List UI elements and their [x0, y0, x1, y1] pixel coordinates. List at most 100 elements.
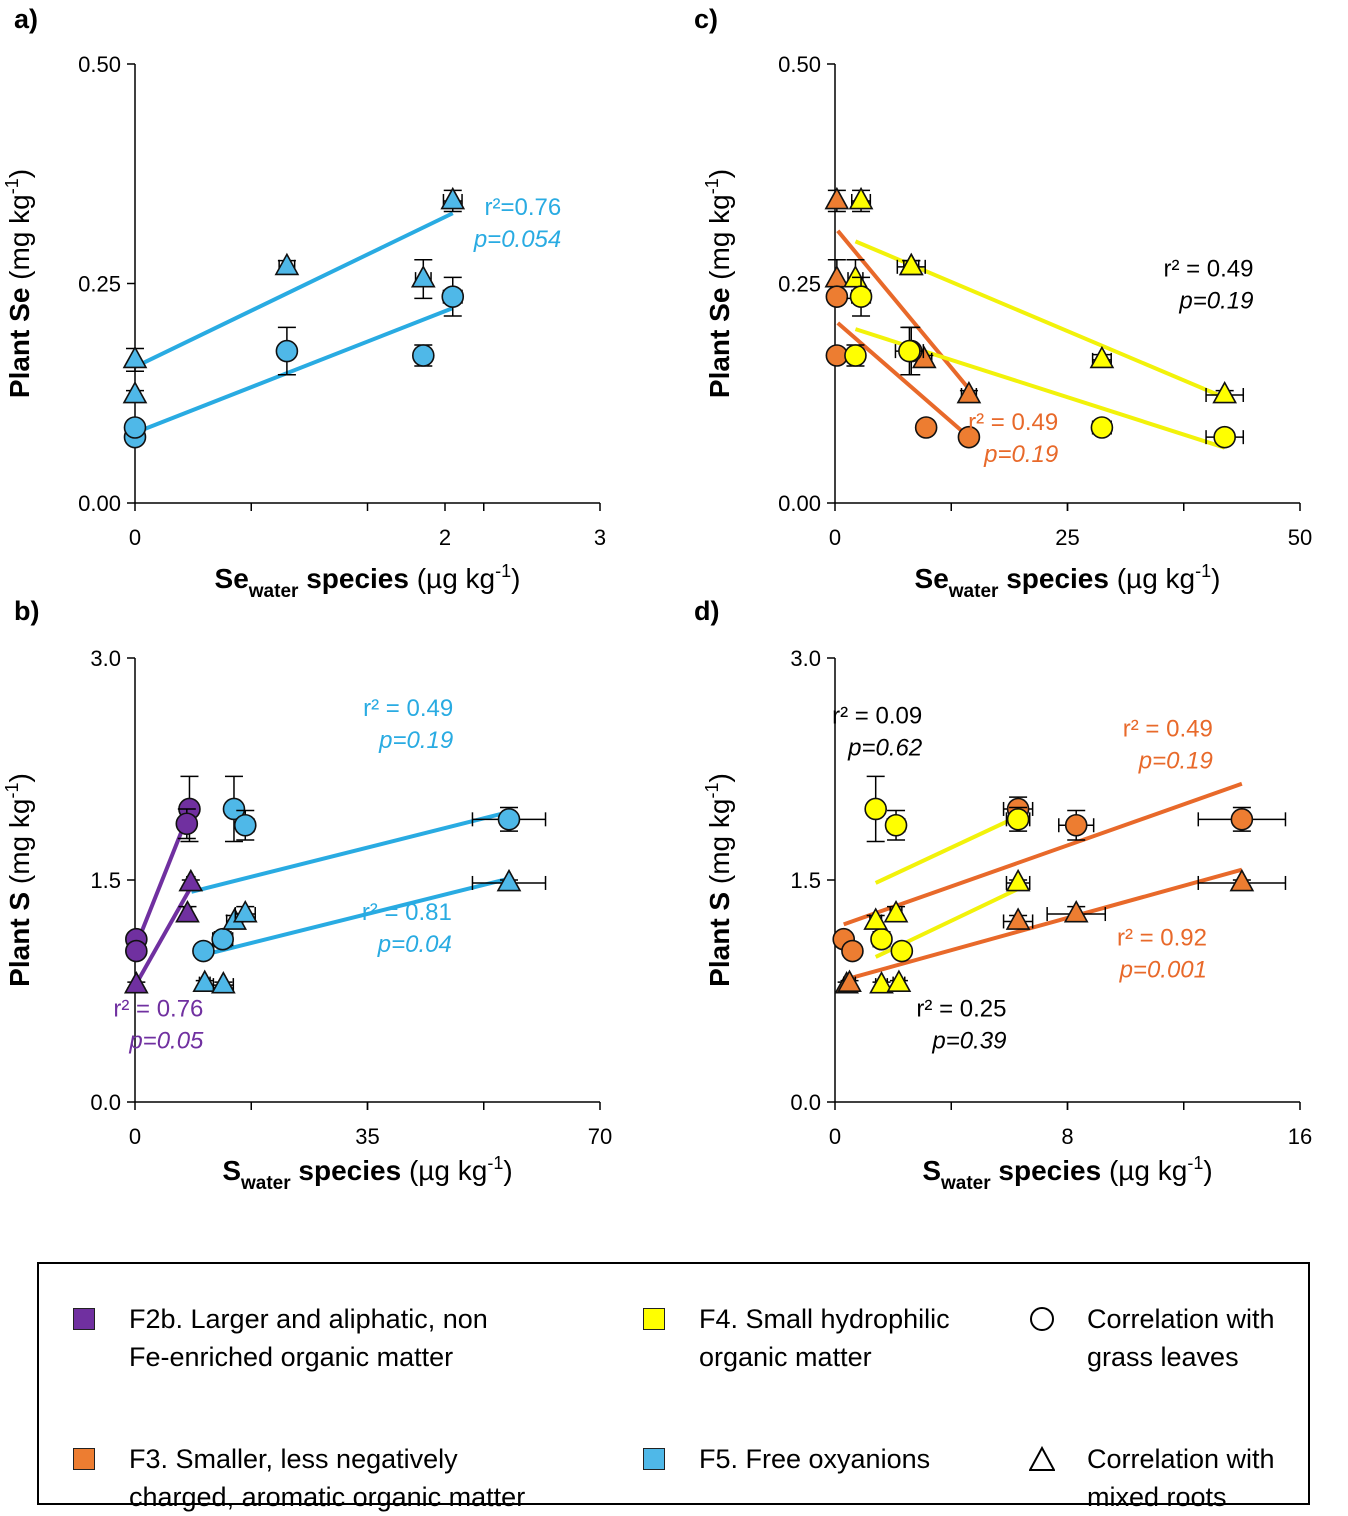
x-axis-title-space — [401, 1155, 409, 1186]
x-tick-label: 0 — [129, 525, 141, 550]
x-axis-title-sub: water — [248, 581, 299, 602]
x-axis-title-sub: water — [940, 1173, 991, 1194]
data-point-group — [274, 252, 300, 276]
data-point-triangle — [848, 186, 874, 210]
data-point-group — [175, 899, 200, 923]
regression-line — [134, 886, 193, 985]
x-axis-title-space — [1101, 1155, 1109, 1186]
data-point-group — [863, 907, 889, 930]
x-tick-label: 8 — [1061, 1124, 1073, 1149]
data-point-group — [890, 939, 914, 963]
data-point-group — [1046, 899, 1107, 923]
data-point-triangle — [824, 186, 850, 210]
data-point-group — [864, 775, 887, 843]
data-point-circle — [864, 797, 887, 821]
y-axis-title-close: ) — [4, 773, 35, 782]
data-point-group — [233, 809, 257, 841]
p-value-label: p=0.19 — [983, 441, 1058, 468]
y-axis-title-main: Plant Se — [4, 288, 35, 398]
data-point-group — [275, 326, 299, 376]
data-point-triangle — [869, 971, 894, 994]
r-squared-label: r² = 0.81 — [362, 899, 452, 926]
data-point-group — [841, 939, 864, 963]
x-axis-title: Swater species (µg kg-1) — [922, 1153, 1212, 1194]
data-point-triangle — [824, 265, 850, 288]
x-axis-title-unit: (µg kg — [417, 563, 495, 594]
data-point-group — [896, 252, 926, 276]
y-axis-title-close: ) — [4, 169, 35, 178]
regression-line — [134, 814, 191, 946]
data-point-triangle — [837, 969, 862, 993]
y-axis-title-main: Plant S — [704, 892, 735, 987]
legend-item-f5: F5. Free oxyanions — [643, 1440, 930, 1478]
regression-line — [190, 809, 510, 894]
x-axis-title-unit: (µg kg — [409, 1155, 487, 1186]
data-point-group — [1197, 868, 1287, 892]
y-tick-label: 1.5 — [790, 868, 821, 893]
data-point-circle — [211, 927, 234, 951]
data-point-group — [1058, 809, 1095, 841]
data-point-group — [125, 939, 148, 963]
data-point-circle — [1230, 808, 1254, 831]
panel-label: c) — [694, 4, 718, 34]
x-axis-title-space — [409, 563, 417, 594]
y-axis-title-space — [4, 280, 35, 288]
data-point-group — [1089, 345, 1115, 369]
data-point-circle — [275, 339, 299, 363]
data-point-group — [1090, 416, 1114, 439]
data-point-group — [837, 969, 862, 993]
data-point-group — [825, 285, 849, 308]
data-point-triangle — [1005, 907, 1031, 930]
y-axis-title-sup: -1 — [702, 178, 722, 194]
x-axis-title-main: Se — [215, 563, 249, 594]
data-point-group — [1005, 806, 1031, 832]
x-axis-title-sup: -1 — [487, 1153, 503, 1173]
x-axis-title-main: Se — [915, 563, 949, 594]
y-axis-title-sup: -1 — [702, 783, 722, 799]
data-point-group — [848, 186, 874, 213]
data-point-group — [957, 425, 981, 449]
regression-line — [134, 306, 454, 435]
data-point-circle — [870, 927, 893, 951]
y-tick-label: 0.0 — [790, 1090, 821, 1115]
legend-item-circle: Correlation with grass leaves — [1029, 1300, 1275, 1376]
y-axis-title: Plant Se (mg kg-1) — [2, 169, 35, 398]
y-axis-title-space — [704, 280, 735, 288]
r-squared-label: r² = 0.76 — [113, 995, 203, 1022]
regression-line — [200, 876, 510, 958]
legend-label-f3: F3. Smaller, less negatively charged, ar… — [129, 1444, 526, 1512]
data-point-triangle — [178, 868, 204, 892]
r-squared-label: r² = 0.49 — [1163, 255, 1253, 282]
legend-item-triangle: Correlation with mixed roots — [1029, 1440, 1275, 1516]
data-point-triangle — [883, 899, 909, 923]
chart-panel-3: c) 0.00 0.25 0.50 0 25 50 Sewater species (µg k… — [694, 4, 1312, 602]
data-point-group — [211, 927, 234, 951]
data-point-triangle — [274, 252, 300, 276]
data-point-circle — [890, 939, 914, 963]
data-point-triangle — [122, 345, 148, 369]
data-point-group — [178, 868, 204, 892]
x-axis-title-sup: -1 — [495, 561, 511, 581]
x-axis-title-main: S — [222, 1155, 241, 1186]
data-point-triangle — [123, 971, 149, 994]
x-tick-label: 0 — [829, 525, 841, 550]
legend-label-f5: F5. Free oxyanions — [699, 1444, 931, 1474]
x-tick-label: 0 — [129, 1124, 141, 1149]
data-point-group — [894, 326, 925, 376]
y-tick-label: 0.25 — [778, 272, 821, 297]
data-point-circle — [222, 797, 246, 821]
data-point-circle — [175, 812, 199, 836]
legend-label-f2b: F2b. Larger and aliphatic, non Fe-enrich… — [129, 1304, 488, 1372]
data-point-group — [122, 380, 148, 404]
y-axis-title-sup: -1 — [2, 178, 22, 194]
data-point-circle — [233, 813, 257, 837]
x-axis-title-rest: species — [298, 563, 409, 594]
data-point-circle — [1006, 808, 1030, 831]
y-axis-title-unit: (mg kg — [4, 194, 35, 280]
data-point-group — [232, 899, 258, 923]
data-point-group — [1205, 425, 1245, 449]
data-point-group — [1205, 380, 1245, 404]
p-value-label: p=0.39 — [931, 1027, 1006, 1054]
data-point-group — [956, 380, 982, 404]
y-axis-title-close: ) — [704, 773, 735, 782]
